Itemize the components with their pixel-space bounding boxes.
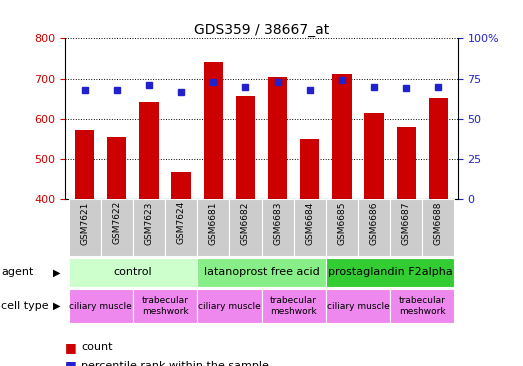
Bar [326, 290, 390, 323]
Text: GSM6682: GSM6682 [241, 201, 250, 244]
Text: cell type: cell type [1, 301, 49, 311]
Bar [332, 74, 351, 199]
Text: latanoprost free acid: latanoprost free acid [203, 268, 320, 277]
Text: trabecular
meshwork: trabecular meshwork [142, 296, 188, 316]
Bar [429, 98, 448, 199]
Text: GSM6681: GSM6681 [209, 201, 218, 245]
Text: trabecular
meshwork: trabecular meshwork [270, 296, 317, 316]
Text: count: count [81, 342, 112, 352]
Text: GSM7624: GSM7624 [177, 201, 186, 244]
Bar [197, 290, 262, 323]
Text: agent: agent [1, 268, 33, 277]
Bar [230, 199, 262, 256]
Bar [422, 199, 454, 256]
Title: GDS359 / 38667_at: GDS359 / 38667_at [194, 23, 329, 37]
Text: GSM6687: GSM6687 [402, 201, 411, 245]
Bar [326, 199, 358, 256]
Bar [358, 199, 390, 256]
Bar [390, 290, 454, 323]
Text: prostaglandin F2alpha: prostaglandin F2alpha [328, 268, 452, 277]
Bar [262, 199, 293, 256]
Text: ciliary muscle: ciliary muscle [326, 302, 389, 311]
Text: GSM7621: GSM7621 [80, 201, 89, 244]
Bar [101, 199, 133, 256]
Bar [365, 113, 384, 199]
Bar [69, 290, 133, 323]
Bar [75, 130, 94, 199]
Bar [133, 290, 197, 323]
Bar [203, 62, 223, 199]
Bar [390, 199, 422, 256]
Text: percentile rank within the sample: percentile rank within the sample [81, 361, 269, 366]
Bar [293, 199, 326, 256]
Text: ciliary muscle: ciliary muscle [198, 302, 261, 311]
Bar [69, 199, 101, 256]
Bar [172, 172, 191, 199]
Text: GSM6685: GSM6685 [337, 201, 346, 245]
Text: ciliary muscle: ciliary muscle [70, 302, 132, 311]
Text: GSM6688: GSM6688 [434, 201, 443, 245]
Bar [197, 199, 230, 256]
Text: GSM6686: GSM6686 [370, 201, 379, 245]
Text: GSM6683: GSM6683 [273, 201, 282, 245]
Bar [236, 96, 255, 199]
Text: ■: ■ [65, 359, 77, 366]
Text: ▶: ▶ [53, 301, 60, 311]
Bar [197, 258, 326, 287]
Bar [69, 258, 197, 287]
Text: trabecular
meshwork: trabecular meshwork [399, 296, 446, 316]
Bar [165, 199, 197, 256]
Bar [139, 102, 158, 199]
Bar [300, 139, 320, 199]
Text: control: control [113, 268, 152, 277]
Text: GSM7622: GSM7622 [112, 201, 121, 244]
Bar [262, 290, 326, 323]
Text: GSM7623: GSM7623 [144, 201, 153, 244]
Text: ■: ■ [65, 341, 77, 354]
Bar [133, 199, 165, 256]
Text: GSM6684: GSM6684 [305, 201, 314, 244]
Bar [268, 78, 287, 199]
Bar [396, 127, 416, 199]
Bar [326, 258, 454, 287]
Bar [107, 138, 127, 199]
Text: ▶: ▶ [53, 268, 60, 277]
